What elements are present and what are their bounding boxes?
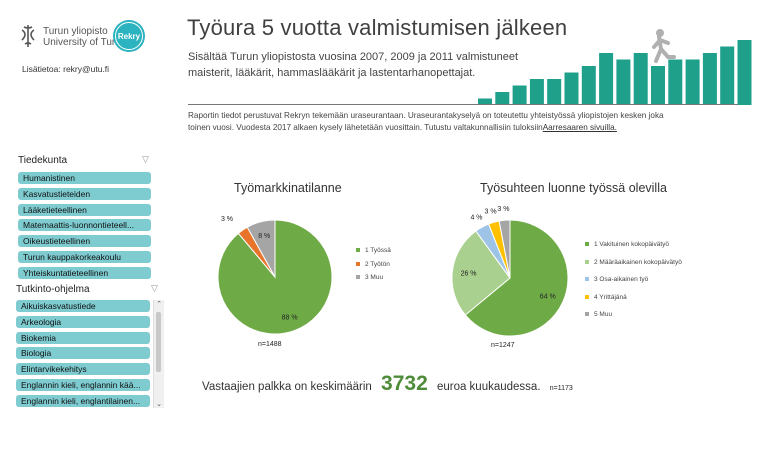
- faculty-slicer-item[interactable]: Humanistinen: [18, 172, 151, 184]
- pie-data-label: 3 %: [221, 216, 233, 223]
- header-bar: [495, 92, 510, 105]
- header-bar: [478, 98, 492, 105]
- pie-data-label: 8 %: [258, 233, 270, 240]
- legend-item[interactable]: 5 Muu: [585, 311, 682, 329]
- chart-title-contract: Työsuhteen luonne työssä olevilla: [480, 181, 667, 195]
- header-bar: [633, 53, 648, 105]
- degree-slicer-item[interactable]: Arkeologia: [16, 315, 150, 328]
- pie-slice[interactable]: [498, 219, 511, 279]
- contract-n: n=1247: [491, 342, 515, 349]
- degree-slicer-item[interactable]: Englannin kieli, englantilainen...: [16, 394, 150, 407]
- legend-item[interactable]: 2 Määräaikainen kokopäivätyö: [585, 259, 682, 277]
- pie-data-label: 26 %: [461, 270, 477, 277]
- legend-label: 3 Osa-aikainen työ: [594, 276, 649, 283]
- pie-data-label: 4 %: [470, 215, 482, 222]
- legend-label: 3 Muu: [365, 274, 384, 281]
- contact-info: Lisätietoa: rekry@utu.fi: [22, 64, 110, 74]
- faculty-slicer-item[interactable]: Turun kauppakorkeakoulu: [18, 251, 151, 263]
- page-subtitle: Sisältää Turun yliopistosta vuosina 2007…: [188, 51, 519, 79]
- climbing-person-icon: [650, 27, 680, 72]
- legend-swatch: [585, 294, 589, 299]
- salary-summary: Vastaajien palkka on keskimäärin 3732 eu…: [202, 372, 573, 395]
- header-bar: [547, 79, 562, 105]
- pie-data-label: 64 %: [540, 293, 556, 300]
- header-bar: [512, 85, 527, 105]
- clear-filter-icon[interactable]: ▽: [142, 154, 149, 164]
- legend-swatch: [585, 277, 589, 282]
- header-bar-graphic: [478, 40, 752, 105]
- degree-slicer-item[interactable]: Elintarvikekehitys: [16, 363, 150, 376]
- header-bar: [529, 79, 544, 105]
- legend-label: 1 Työssä: [365, 247, 391, 254]
- header-bar: [685, 59, 700, 105]
- report-info: Raportin tiedot perustuvat Rekryn tekemä…: [188, 111, 664, 132]
- clear-filter-icon[interactable]: ▽: [151, 283, 158, 293]
- pie-slice[interactable]: [451, 230, 511, 316]
- header-bar: [737, 40, 752, 105]
- chart-title-employment: Työmarkkinatilanne: [234, 181, 342, 195]
- header-bar: [581, 66, 596, 105]
- legend-item[interactable]: 1 Vakituinen kokopäivätyö: [585, 241, 682, 259]
- contract-pie-chart: 64 %26 %4 %3 % 3 %: [451, 206, 569, 337]
- legend-item[interactable]: 3 Osa-aikainen työ: [585, 276, 682, 294]
- degree-slicer-item[interactable]: Biokemia: [16, 331, 150, 344]
- degree-slicer-scrollbar[interactable]: ⌃ ⌄: [153, 300, 164, 408]
- header-bar: [564, 72, 579, 105]
- pie-slice[interactable]: [464, 219, 569, 337]
- employment-pie-chart: 88 % 3 % 8 %: [217, 216, 333, 335]
- legend-swatch: [356, 248, 360, 253]
- salary-value: 3732: [381, 372, 428, 395]
- legend-swatch: [585, 312, 589, 317]
- header-bar: [720, 46, 735, 105]
- degree-slicer-item[interactable]: Aikuiskasvatustiede: [16, 300, 150, 312]
- header-bar: [599, 53, 614, 105]
- faculty-slicer-item[interactable]: Matemaattis-luonnontieteell...: [18, 219, 151, 232]
- header-bar: [702, 53, 717, 105]
- header-bar: [616, 59, 631, 105]
- scroll-up-icon[interactable]: ⌃: [156, 301, 162, 308]
- faculty-slicer-item[interactable]: Oikeustieteellinen: [18, 235, 151, 248]
- pie-data-label: 3 %: [497, 206, 509, 213]
- degree-slicer-item[interactable]: Biologia: [16, 347, 150, 360]
- faculty-slicer-item[interactable]: Kasvatustieteiden: [18, 187, 151, 200]
- scroll-thumb[interactable]: [156, 312, 161, 372]
- university-name: Turun yliopisto University of Turku: [43, 26, 126, 48]
- legend-item[interactable]: 4 Yrittäjänä: [585, 294, 682, 312]
- degree-slicer-item[interactable]: Englannin kieli, englannin kää...: [16, 379, 150, 391]
- faculty-slicer-title: Tiedekunta: [18, 155, 68, 166]
- legend-swatch: [356, 275, 360, 280]
- aarresaari-link[interactable]: Aarresaaren sivuilla.: [542, 123, 617, 132]
- pie-slice[interactable]: [246, 219, 276, 279]
- header-divider: [188, 104, 738, 105]
- employment-legend: 1 Työssä 2 Työtön 3 Muu: [356, 247, 391, 288]
- legend-label: 2 Määräaikainen kokopäivätyö: [594, 258, 682, 266]
- scroll-down-icon[interactable]: ⌄: [156, 401, 162, 408]
- contract-legend: 1 Vakituinen kokopäivätyö 2 Määräaikainen…: [585, 241, 682, 329]
- legend-swatch: [585, 242, 589, 247]
- header-bar: [668, 59, 683, 105]
- pie-data-label: 88 %: [282, 315, 298, 322]
- legend-label: 5 Muu: [594, 311, 613, 318]
- faculty-slicer-item[interactable]: Yhteiskuntatieteellinen: [18, 266, 151, 279]
- page-title: Työura 5 vuotta valmistumisen jälkeen: [187, 15, 568, 40]
- legend-label: 2 Työtön: [365, 260, 390, 268]
- header-bar: [651, 66, 665, 105]
- rekry-logo: Rekry: [113, 20, 145, 52]
- university-emblem-icon: [21, 25, 35, 47]
- legend-label: 4 Yrittäjänä: [594, 293, 627, 301]
- employment-n: n=1488: [258, 341, 282, 348]
- legend-item[interactable]: 3 Muu: [356, 274, 391, 288]
- pie-data-label: 3 %: [485, 209, 497, 216]
- legend-item[interactable]: 2 Työtön: [356, 261, 391, 275]
- legend-swatch: [585, 259, 589, 264]
- faculty-slicer-item[interactable]: Lääketieteellinen: [18, 203, 151, 216]
- degree-slicer-title: Tutkinto-ohjelma: [16, 284, 90, 295]
- legend-swatch: [356, 261, 360, 266]
- legend-label: 1 Vakituinen kokopäivätyö: [594, 241, 670, 248]
- university-logo: [18, 24, 38, 48]
- legend-item[interactable]: 1 Työssä: [356, 247, 391, 261]
